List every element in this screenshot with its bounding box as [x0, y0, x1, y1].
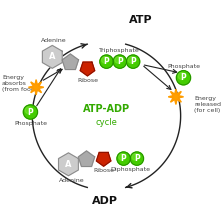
Text: Adenine: Adenine — [41, 38, 67, 43]
Circle shape — [130, 152, 144, 165]
Text: P: P — [130, 57, 136, 66]
Text: Phosphate: Phosphate — [14, 121, 47, 126]
Polygon shape — [168, 89, 183, 104]
Text: Ribose: Ribose — [77, 78, 98, 83]
Text: Adenine: Adenine — [59, 178, 85, 183]
Polygon shape — [42, 45, 62, 68]
Text: A: A — [49, 52, 56, 61]
Text: Energy
absorbs
(from food): Energy absorbs (from food) — [2, 75, 37, 92]
Text: P: P — [181, 73, 186, 82]
Circle shape — [113, 55, 126, 68]
Text: P: P — [117, 57, 123, 66]
Text: P: P — [104, 57, 109, 66]
Text: Energy
released
(for cell): Energy released (for cell) — [194, 96, 221, 113]
Text: cycle: cycle — [96, 118, 117, 127]
Polygon shape — [80, 62, 95, 76]
Text: P: P — [121, 154, 127, 163]
Text: ATP: ATP — [129, 15, 153, 25]
Circle shape — [115, 57, 121, 63]
Text: P: P — [28, 108, 33, 116]
Polygon shape — [28, 80, 44, 95]
Circle shape — [178, 72, 185, 80]
Circle shape — [100, 55, 113, 68]
Text: Triphosphate: Triphosphate — [99, 48, 140, 53]
Circle shape — [118, 154, 125, 160]
Circle shape — [126, 55, 140, 68]
Circle shape — [25, 107, 32, 114]
Circle shape — [128, 57, 135, 63]
Circle shape — [132, 154, 139, 160]
Polygon shape — [96, 152, 111, 166]
Circle shape — [23, 105, 38, 119]
Polygon shape — [62, 54, 78, 69]
Text: Diphosphate: Diphosphate — [110, 167, 150, 172]
Polygon shape — [28, 80, 44, 95]
Circle shape — [101, 57, 108, 63]
Circle shape — [176, 71, 191, 85]
Text: Phosphate: Phosphate — [167, 64, 200, 69]
Text: P: P — [134, 154, 140, 163]
Polygon shape — [58, 153, 78, 176]
Text: A: A — [65, 160, 72, 169]
Polygon shape — [168, 89, 183, 104]
Circle shape — [117, 152, 130, 165]
Text: ADP: ADP — [92, 196, 118, 206]
Text: ATP-ADP: ATP-ADP — [83, 104, 130, 114]
Text: Ribose: Ribose — [93, 168, 114, 173]
Polygon shape — [78, 151, 95, 166]
